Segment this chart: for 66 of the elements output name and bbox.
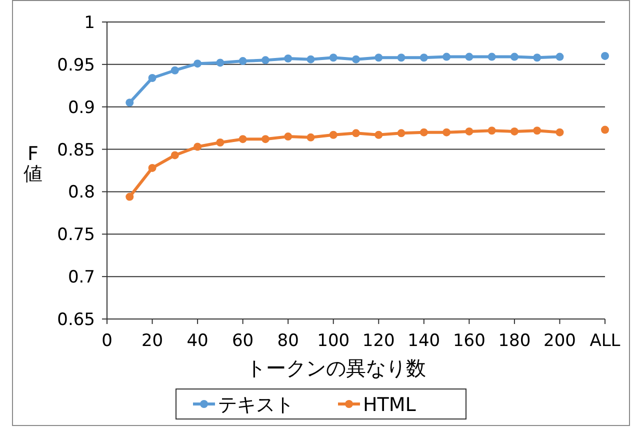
x-tick-label: 20 [141, 331, 164, 351]
point [329, 54, 338, 62]
point [556, 52, 564, 61]
y-tick-label: 0.65 [57, 310, 95, 330]
point [442, 52, 451, 61]
point [533, 126, 542, 135]
x-tick-label: 100 [317, 331, 350, 351]
point [329, 130, 338, 139]
y-tick-label: 0.85 [57, 140, 95, 160]
point [306, 55, 315, 64]
point [420, 128, 428, 136]
point [194, 60, 202, 68]
point [510, 127, 518, 136]
point [126, 192, 134, 201]
y-tick-label: 0.9 [68, 98, 95, 118]
point [510, 52, 518, 61]
point [488, 52, 496, 61]
point [465, 52, 474, 61]
y-tick-label: 0.75 [57, 225, 95, 246]
point [374, 54, 383, 62]
legend-label: HTML [363, 394, 416, 416]
point [556, 128, 564, 136]
y-tick-label: 0.7 [68, 268, 95, 288]
x-tick-label: 60 [232, 331, 254, 351]
point [148, 74, 156, 82]
x-tick-label: 160 [452, 331, 486, 351]
point [397, 54, 406, 62]
point [261, 56, 270, 64]
point [374, 130, 383, 139]
point [170, 66, 179, 74]
point [284, 132, 292, 141]
x-tick-label: 180 [498, 331, 531, 351]
y-axis-title: F値 [24, 143, 42, 185]
point [601, 52, 609, 60]
legend-label: テキスト [218, 394, 294, 416]
point [306, 133, 315, 142]
point [352, 55, 360, 64]
point [216, 58, 224, 67]
x-tick-label: 120 [362, 331, 395, 351]
point [238, 57, 247, 66]
point [170, 151, 179, 160]
point [284, 54, 292, 62]
point [533, 54, 542, 62]
x-tick-label: 80 [277, 331, 299, 351]
point [126, 98, 134, 107]
y-tick-label: 0.8 [68, 182, 95, 203]
point [238, 135, 247, 144]
point [442, 128, 451, 136]
point [216, 138, 224, 146]
point [194, 142, 202, 151]
y-tick-label: 1 [84, 13, 95, 33]
point [148, 164, 156, 172]
point [465, 127, 474, 136]
point [488, 126, 496, 135]
point [352, 129, 360, 138]
point [261, 135, 270, 144]
x-axis-title: トークンの異なり数 [246, 356, 426, 380]
point [601, 126, 609, 134]
x-tick-label: 140 [408, 331, 440, 351]
y-tick-label: 0.95 [57, 55, 95, 76]
point [420, 54, 428, 62]
point [397, 129, 406, 138]
x-tick-label: 0 [102, 331, 112, 351]
x-tick-label: 200 [544, 331, 576, 351]
x-tick-label: ALL [590, 331, 621, 351]
x-tick-label: 40 [186, 331, 208, 351]
